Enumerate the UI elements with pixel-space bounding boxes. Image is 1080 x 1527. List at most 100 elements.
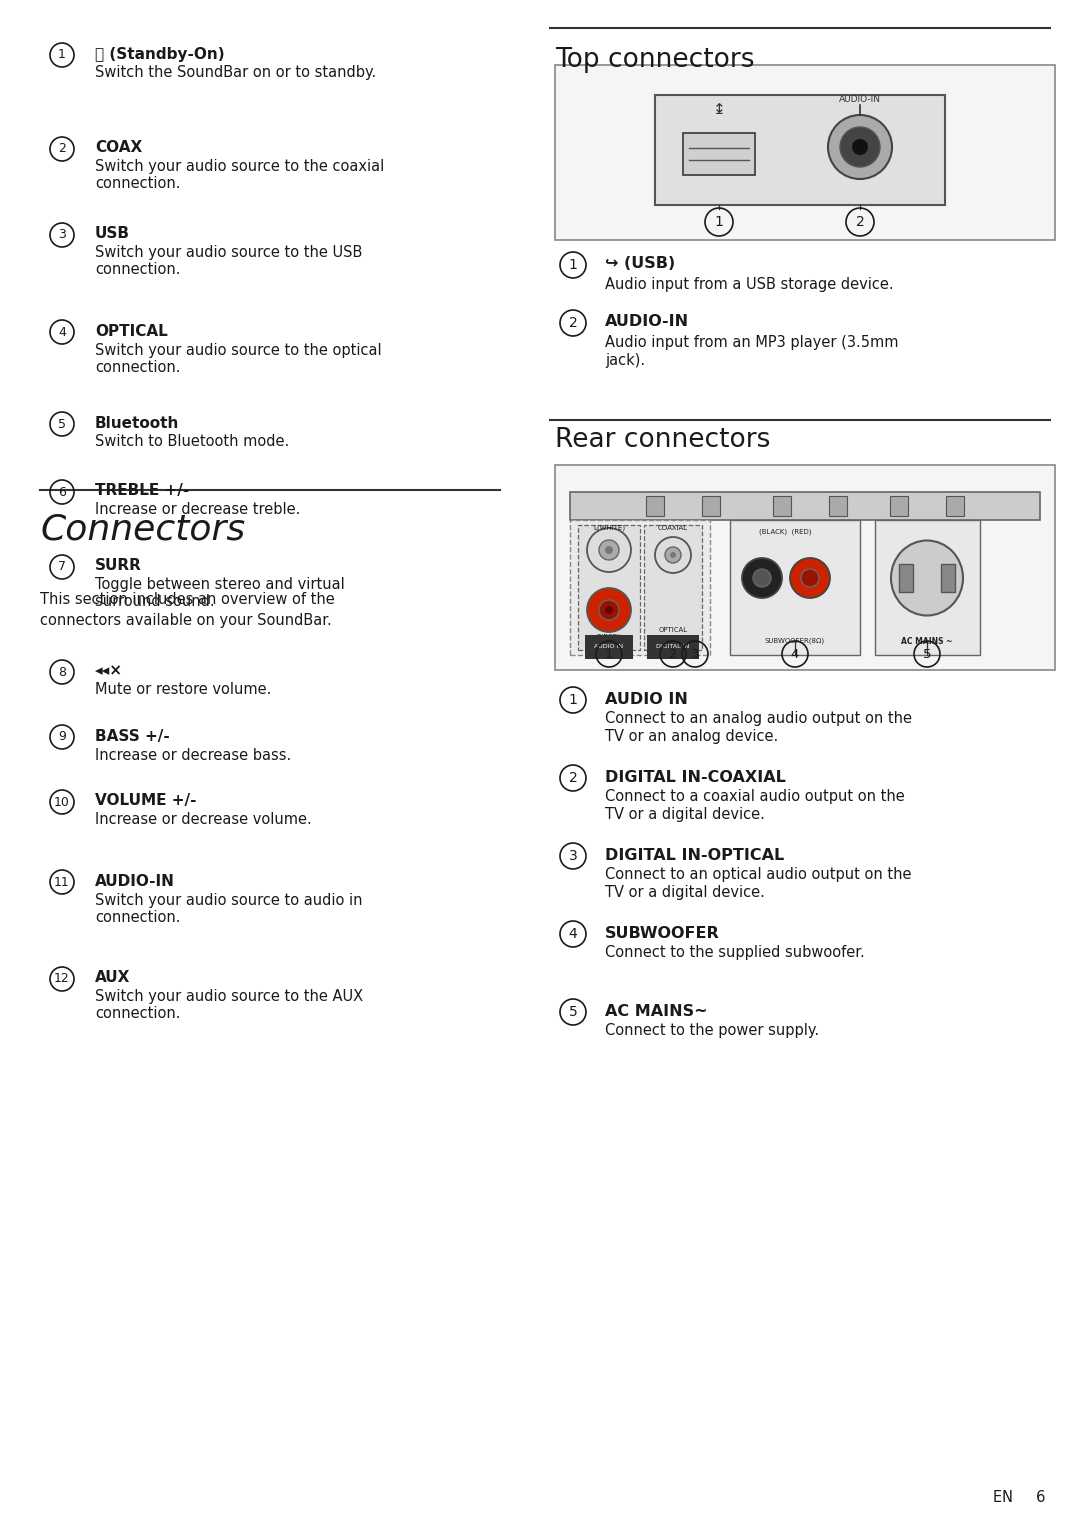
Text: 5: 5 — [569, 1005, 578, 1019]
Circle shape — [789, 557, 831, 599]
Text: 7: 7 — [58, 560, 66, 574]
FancyBboxPatch shape — [646, 496, 663, 516]
Circle shape — [828, 115, 892, 179]
Text: BASS +/-: BASS +/- — [95, 728, 170, 744]
Text: ↪ (USB): ↪ (USB) — [605, 257, 675, 272]
Text: 5: 5 — [58, 417, 66, 431]
Circle shape — [605, 606, 613, 614]
Text: connection.: connection. — [95, 1006, 180, 1022]
Text: OPTICAL: OPTICAL — [95, 324, 167, 339]
Text: This section includes an overview of the: This section includes an overview of the — [40, 592, 335, 608]
Text: AUDIO-IN: AUDIO-IN — [839, 96, 881, 104]
Text: OPTICAL: OPTICAL — [659, 628, 688, 634]
Text: 2: 2 — [58, 142, 66, 156]
Text: 8: 8 — [58, 666, 66, 678]
Text: Switch your audio source to the AUX: Switch your audio source to the AUX — [95, 989, 363, 1005]
Text: 3: 3 — [569, 849, 578, 863]
Text: connection.: connection. — [95, 359, 180, 374]
FancyBboxPatch shape — [570, 492, 1040, 521]
FancyBboxPatch shape — [946, 496, 964, 516]
Text: 6: 6 — [58, 486, 66, 498]
Text: AUX: AUX — [95, 971, 131, 985]
Text: 3: 3 — [691, 647, 699, 661]
Text: Switch your audio source to the coaxial: Switch your audio source to the coaxial — [95, 159, 384, 174]
Text: Switch to Bluetooth mode.: Switch to Bluetooth mode. — [95, 435, 289, 449]
Text: Mute or restore volume.: Mute or restore volume. — [95, 683, 271, 698]
Circle shape — [801, 570, 819, 586]
FancyBboxPatch shape — [702, 496, 720, 516]
Circle shape — [665, 547, 681, 563]
Text: AC MAINS ~: AC MAINS ~ — [902, 637, 953, 646]
Text: DIGITAL IN: DIGITAL IN — [657, 644, 690, 649]
FancyBboxPatch shape — [644, 525, 702, 651]
Circle shape — [588, 528, 631, 573]
Text: connectors available on your SoundBar.: connectors available on your SoundBar. — [40, 612, 332, 628]
Circle shape — [599, 541, 619, 560]
Text: 4: 4 — [58, 325, 66, 339]
Text: 2: 2 — [669, 647, 677, 661]
Text: jack).: jack). — [605, 353, 645, 368]
Text: TV or an analog device.: TV or an analog device. — [605, 730, 779, 745]
Text: Rear connectors: Rear connectors — [555, 428, 770, 454]
Circle shape — [852, 139, 868, 156]
FancyBboxPatch shape — [730, 521, 860, 655]
Text: Audio input from a USB storage device.: Audio input from a USB storage device. — [605, 276, 893, 292]
Text: AUDIO IN: AUDIO IN — [605, 692, 688, 707]
Text: 9: 9 — [58, 730, 66, 744]
Text: ⏻ (Standby-On): ⏻ (Standby-On) — [95, 46, 225, 61]
Text: Connect to an optical audio output on the: Connect to an optical audio output on th… — [605, 867, 912, 883]
Text: COAX: COAX — [95, 140, 143, 156]
Text: AUDIO-IN: AUDIO-IN — [605, 315, 689, 330]
Text: SUBWOOFER: SUBWOOFER — [605, 925, 719, 941]
Text: 10: 10 — [54, 796, 70, 808]
Text: Toggle between stereo and virtual: Toggle between stereo and virtual — [95, 577, 345, 592]
Text: Connectors: Connectors — [40, 513, 245, 547]
FancyBboxPatch shape — [654, 95, 945, 205]
FancyBboxPatch shape — [555, 66, 1055, 240]
Circle shape — [840, 127, 880, 166]
Text: Increase or decrease treble.: Increase or decrease treble. — [95, 502, 300, 518]
Text: TV or a digital device.: TV or a digital device. — [605, 808, 765, 823]
Text: USB: USB — [95, 226, 130, 241]
Circle shape — [654, 538, 691, 573]
Text: 1: 1 — [715, 215, 724, 229]
Text: 1: 1 — [58, 49, 66, 61]
FancyBboxPatch shape — [570, 521, 710, 655]
FancyBboxPatch shape — [578, 525, 640, 651]
Text: 1: 1 — [568, 693, 578, 707]
Text: Connect to a coaxial audio output on the: Connect to a coaxial audio output on the — [605, 789, 905, 805]
Text: Switch your audio source to the USB: Switch your audio source to the USB — [95, 246, 363, 261]
Text: DIGITAL IN-COAXIAL: DIGITAL IN-COAXIAL — [605, 770, 786, 785]
Circle shape — [588, 588, 631, 632]
Text: 3: 3 — [58, 229, 66, 241]
FancyBboxPatch shape — [772, 496, 791, 516]
Text: SURR: SURR — [95, 559, 141, 574]
Text: SUBWOOFER(8Ω): SUBWOOFER(8Ω) — [765, 638, 825, 644]
Text: Audio input from an MP3 player (3.5mm: Audio input from an MP3 player (3.5mm — [605, 334, 899, 350]
Circle shape — [742, 557, 782, 599]
Text: 1: 1 — [605, 647, 613, 661]
Text: Connect to the supplied subwoofer.: Connect to the supplied subwoofer. — [605, 945, 865, 960]
Text: EN     6: EN 6 — [993, 1490, 1045, 1506]
Text: ◂◂×: ◂◂× — [95, 664, 123, 678]
FancyBboxPatch shape — [875, 521, 980, 655]
FancyBboxPatch shape — [555, 466, 1055, 670]
Text: (BLACK)  (RED): (BLACK) (RED) — [759, 528, 811, 536]
Text: 4: 4 — [569, 927, 578, 941]
Text: AC MAINS~: AC MAINS~ — [605, 1003, 707, 1019]
Text: Connect to the power supply.: Connect to the power supply. — [605, 1023, 819, 1038]
Ellipse shape — [891, 541, 963, 615]
Text: ↨: ↨ — [713, 102, 726, 118]
Text: 2: 2 — [569, 316, 578, 330]
FancyBboxPatch shape — [890, 496, 908, 516]
Text: COAXIAL: COAXIAL — [658, 525, 688, 531]
Circle shape — [670, 551, 676, 557]
Text: Increase or decrease bass.: Increase or decrease bass. — [95, 748, 292, 762]
Circle shape — [599, 600, 619, 620]
Text: Switch the SoundBar on or to standby.: Switch the SoundBar on or to standby. — [95, 66, 376, 81]
Circle shape — [605, 547, 613, 554]
Text: 2: 2 — [569, 771, 578, 785]
Text: 11: 11 — [54, 875, 70, 889]
Text: 5: 5 — [922, 647, 931, 661]
Text: 12: 12 — [54, 973, 70, 985]
